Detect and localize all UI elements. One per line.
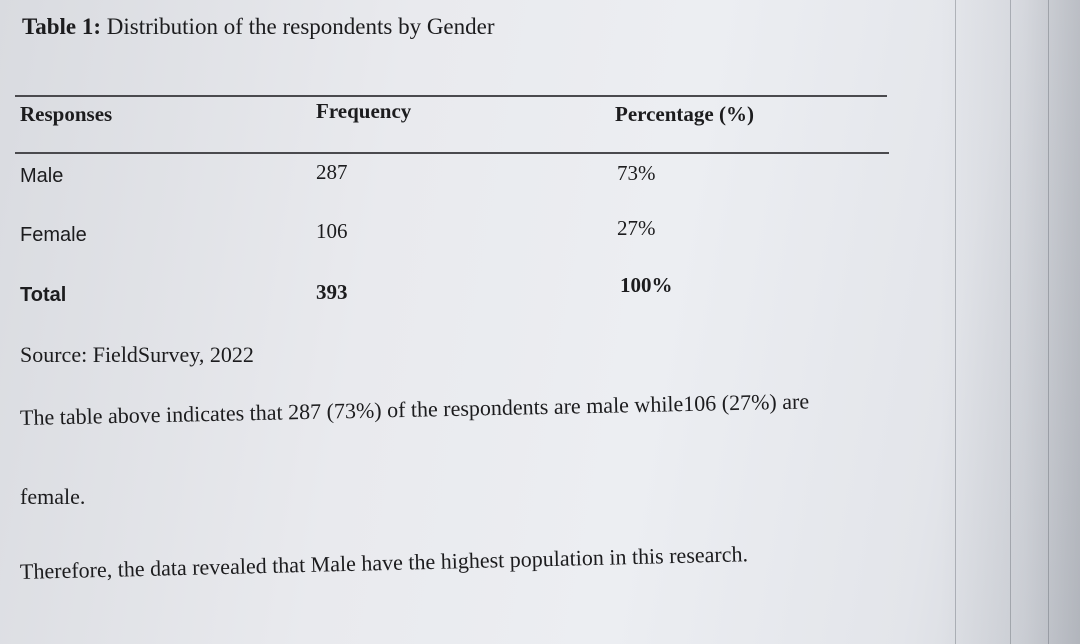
page-edge-line	[955, 0, 956, 644]
header-responses: Responses	[20, 102, 113, 126]
paragraph-line-3: Therefore, the data revealed that Male h…	[19, 541, 749, 584]
row-female-percentage: 27%	[617, 216, 656, 240]
paragraph-line-2: female.	[20, 484, 86, 509]
page-edge-shadow	[940, 0, 1080, 644]
table-caption-title: Distribution of the respondents by Gende…	[106, 14, 495, 39]
table-caption: Table 1: Distribution of the respondents…	[22, 14, 495, 40]
row-total-response: Total	[20, 284, 67, 306]
table-caption-label: Table 1:	[22, 14, 102, 39]
row-female-response: Female	[20, 224, 87, 246]
row-male-response: Male	[20, 165, 64, 187]
row-total-percentage: 100%	[620, 273, 673, 297]
header-percentage: Percentage (%)	[615, 102, 754, 126]
row-total-frequency: 393	[316, 280, 348, 304]
row-male-percentage: 73%	[617, 161, 656, 185]
table-top-rule	[15, 95, 887, 97]
page-edge-line	[1048, 0, 1049, 644]
table-source: Source: FieldSurvey, 2022	[20, 342, 254, 367]
row-male-frequency: 287	[316, 160, 348, 184]
page-edge-line	[1010, 0, 1011, 644]
table-header-rule	[15, 152, 889, 154]
paragraph-line-1: The table above indicates that 287 (73%)…	[19, 388, 810, 430]
header-frequency: Frequency	[316, 99, 412, 123]
row-female-frequency: 106	[316, 219, 348, 243]
